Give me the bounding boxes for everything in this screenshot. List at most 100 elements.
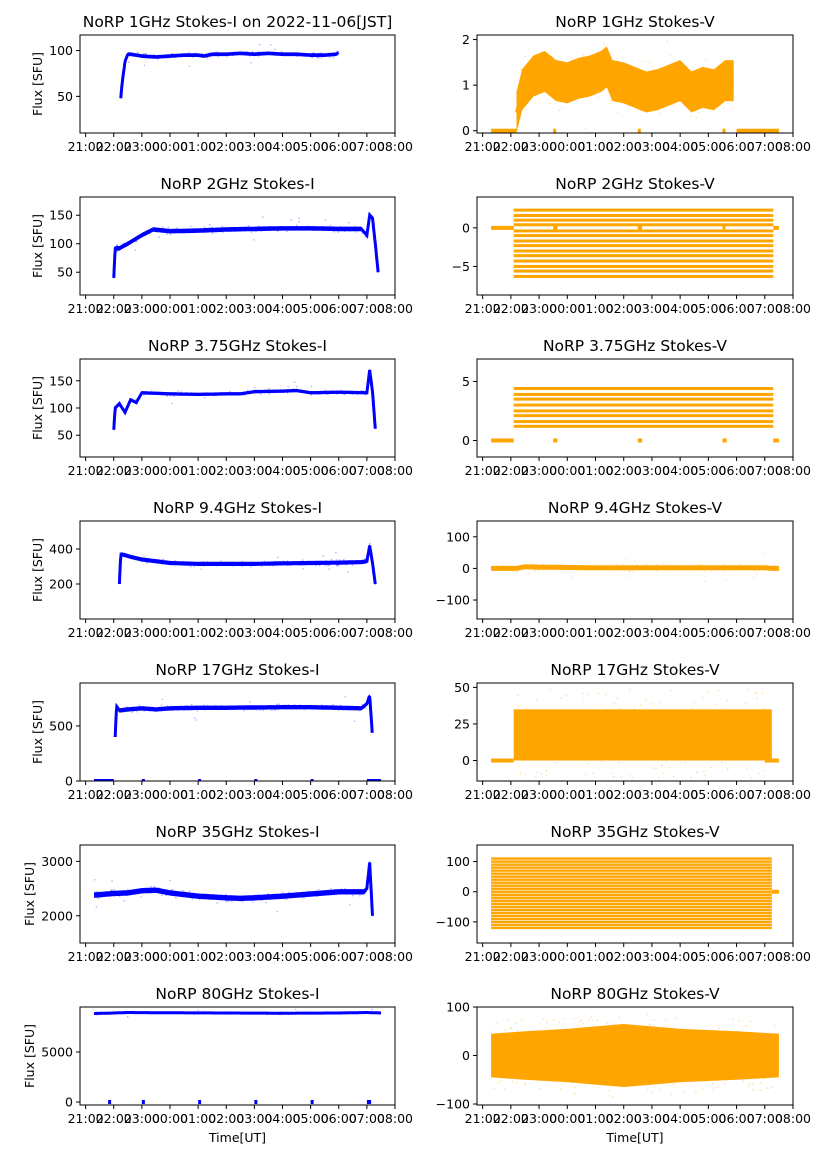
data-point (213, 394, 215, 397)
zero-segment (198, 1100, 202, 1104)
data-point (186, 705, 188, 707)
zero-segment (94, 779, 114, 781)
data-point (698, 101, 700, 104)
data-level (491, 881, 772, 884)
data-point (233, 52, 236, 55)
zero-segment (310, 779, 314, 781)
data-point (515, 1082, 518, 1084)
x-tick-label: 23:00 (521, 625, 557, 640)
data-point (610, 772, 613, 774)
data-point (365, 561, 368, 563)
data-point (542, 1041, 544, 1043)
data-point (553, 750, 555, 753)
data-point (551, 564, 553, 567)
data-point (546, 1021, 548, 1024)
data-point (178, 893, 180, 896)
data-point (516, 571, 518, 573)
data-point (657, 569, 660, 571)
data-point (216, 565, 218, 567)
data-point (307, 891, 309, 894)
data-point (523, 568, 525, 570)
data-line (117, 545, 377, 585)
data-point (242, 393, 244, 395)
data-point (298, 226, 301, 229)
data-point (535, 1035, 537, 1037)
x-tick-label: 08:00 (775, 787, 811, 802)
x-tick-label: 08:00 (775, 139, 811, 154)
zero-segment (553, 438, 558, 443)
data-point (243, 707, 246, 709)
data-point (174, 56, 177, 58)
data-point (519, 726, 522, 728)
data-point (628, 689, 631, 691)
data-point (690, 776, 692, 779)
x-tick-label: 02:00 (606, 139, 642, 154)
data-point (142, 53, 145, 55)
x-tick-label: 00:00 (549, 787, 585, 802)
data-point (307, 705, 310, 708)
data-point (296, 53, 299, 55)
x-tick-label: 01:00 (180, 949, 216, 964)
x-tick-label: 02:00 (208, 139, 244, 154)
x-tick-label: 05:00 (293, 139, 329, 154)
data-point (695, 117, 698, 119)
data-point (172, 561, 174, 563)
data-point (729, 83, 732, 85)
data-point (162, 226, 164, 229)
data-point (701, 1088, 704, 1091)
data-point (295, 1012, 298, 1015)
data-point (265, 226, 268, 229)
data-point (301, 896, 303, 899)
data-point (687, 1046, 689, 1048)
data-point (549, 564, 551, 566)
zero-segment (254, 1100, 258, 1104)
data-point (760, 1059, 763, 1062)
data-level (491, 896, 772, 899)
data-point (542, 1018, 545, 1020)
data-point (339, 227, 342, 229)
data-point (535, 568, 537, 571)
data-point (272, 1012, 275, 1015)
data-point (315, 56, 318, 58)
data-point (644, 566, 646, 568)
data-point (532, 743, 535, 746)
data-point (232, 52, 235, 55)
data-point (123, 890, 126, 892)
data-point (120, 92, 122, 95)
data-point (346, 561, 348, 564)
data-point (761, 1047, 764, 1049)
data-point (145, 392, 148, 395)
data-point (349, 561, 351, 563)
x-tick-label: 21:00 (68, 949, 104, 964)
data-point (493, 1049, 495, 1052)
data-point (539, 1021, 541, 1024)
data-point (275, 391, 278, 394)
data-point (696, 568, 699, 570)
data-point (189, 225, 192, 228)
data-point (631, 776, 634, 779)
data-point (274, 709, 276, 711)
data-point (757, 569, 760, 572)
data-point (643, 1039, 645, 1041)
data-point (249, 228, 251, 230)
data-point (322, 1011, 324, 1014)
x-tick-label: 03:00 (634, 625, 670, 640)
data-point (321, 53, 323, 55)
data-point (162, 558, 164, 561)
subplot-title: NoRP 2GHz Stokes-V (555, 175, 715, 193)
data-point (360, 390, 362, 392)
data-point (223, 393, 225, 396)
data-level (513, 387, 774, 391)
data-point (111, 889, 113, 891)
data-point (229, 390, 231, 393)
data-point (226, 899, 228, 902)
data-point (605, 1062, 607, 1064)
data-point (220, 393, 223, 395)
data-point (755, 691, 758, 694)
data-point (241, 565, 244, 567)
data-point (645, 1072, 647, 1075)
data-point (501, 1038, 503, 1040)
y-tick-label: −100 (436, 593, 470, 608)
data-point (362, 229, 365, 231)
data-point (226, 391, 229, 394)
